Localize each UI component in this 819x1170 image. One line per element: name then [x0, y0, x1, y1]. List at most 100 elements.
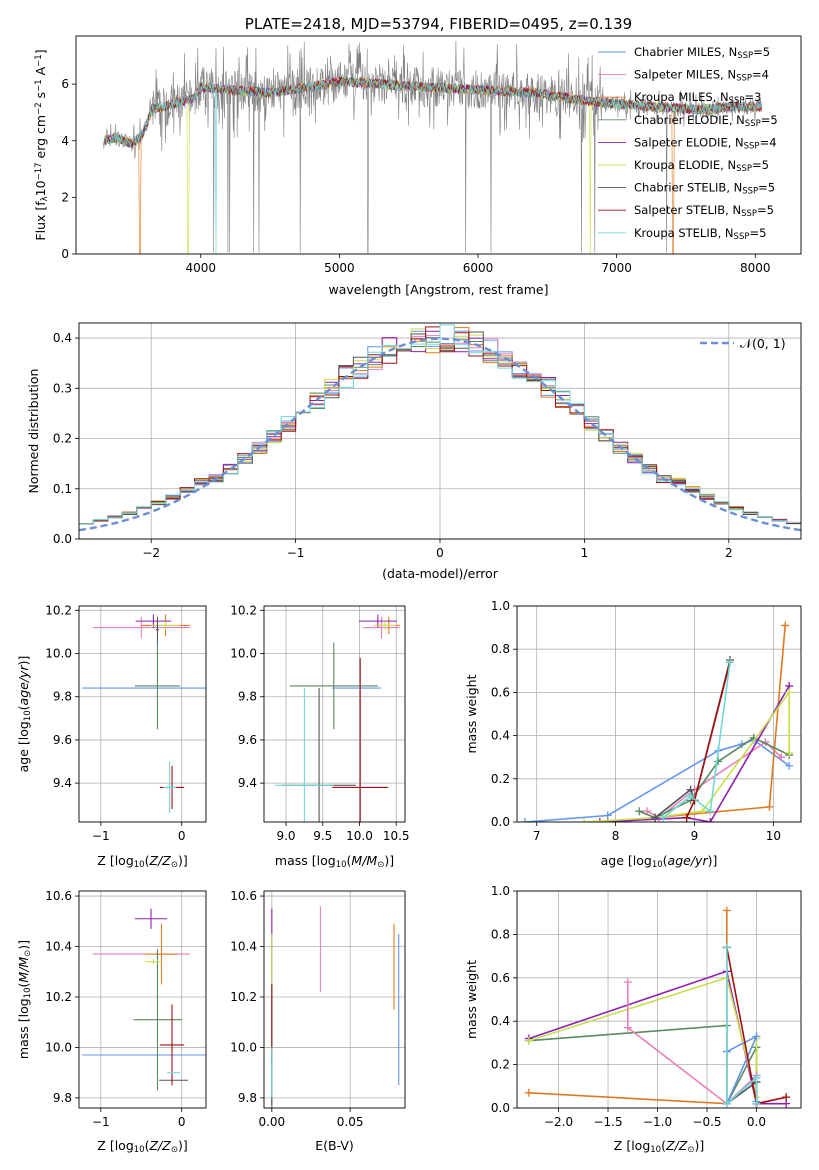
x-axis-label-part: ⊙ [171, 1145, 178, 1155]
y-tick-label: 6 [61, 77, 69, 91]
weight-marker [520, 818, 529, 822]
weight-marker [722, 906, 731, 915]
legend-entry-part: SSP [742, 187, 758, 197]
x-axis-label-part: Z [log [614, 1138, 650, 1153]
weight-marker [603, 818, 612, 822]
y-axis-label-part: M/M [16, 957, 31, 983]
legend-entry-part: Kroupa ELODIE, N [634, 158, 736, 172]
legend-entry-part: Kroupa STELIB, N [634, 226, 734, 240]
y-axis-label-part: −1 [34, 54, 44, 67]
x-axis-label-part: ⊙ [377, 860, 384, 870]
legend-entry-part: Salpeter ELODIE, N [634, 135, 744, 149]
x-axis-label-part: )] [384, 853, 394, 868]
y-tick-label: 10.4 [45, 940, 72, 954]
x-axis-label-part: )] [178, 853, 188, 868]
y-axis-label-part: λ [40, 196, 50, 201]
mass_vs_Z-frame [78, 890, 207, 1109]
y-tick-label: 0.1 [53, 482, 72, 496]
x-axis-label-part: 10 [134, 1145, 145, 1155]
y-axis-label-part: ⊙ [23, 950, 33, 957]
mass_vs_EBV-frame [263, 890, 406, 1109]
weight-marker [658, 813, 667, 822]
mass_vs_Z-axes: −1 0 9.8 10.0 10.2 10.4 10.6 [45, 889, 206, 1129]
y-axis-label-part: A [33, 66, 48, 79]
x-axis-label: age [log10(age/yr)] [601, 853, 718, 870]
x-axis-label-part: Z [log [97, 853, 133, 868]
x-axis-label-part: )] [708, 853, 718, 868]
y-axis-label-part: Flux [f [33, 201, 48, 241]
y-axis-label-part: s [33, 92, 48, 103]
y-tick-label: 10.0 [230, 1040, 257, 1054]
x-tick-label: 10.0 [346, 829, 373, 843]
x-axis-label-part: 10 [336, 860, 347, 870]
y-axis-label-part: 10 [23, 987, 33, 998]
histogram-plot [79, 324, 801, 532]
x-axis-label-part: age [log [601, 853, 652, 868]
legend-entry: Kroupa ELODIE, NSSP=5 [634, 158, 769, 174]
mass_vs_Z-plot [82, 908, 206, 1091]
y-tick-label: 10.0 [45, 647, 72, 661]
y-axis-label-part: ] [33, 49, 48, 54]
y-tick-label: 10.2 [230, 990, 257, 1004]
y-axis-label: mass [log10(M/M⊙)] [16, 940, 33, 1059]
y-axis-label-part: −17 [34, 162, 44, 180]
legend-entry-part: =5 [758, 181, 775, 195]
weight-marker [781, 621, 790, 630]
x-axis-label: mass [log10(M/M⊙)] [275, 853, 394, 870]
y-tick-label: 10.6 [230, 889, 257, 903]
weight-marker [698, 807, 707, 816]
weight-marker [706, 818, 715, 822]
legend-entry-part: SSP [737, 51, 753, 61]
x-axis-label: Z [log10(Z/Z⊙)] [97, 853, 187, 870]
age_vs_mass-axes: 9.0 9.5 10.0 10.5 9.4 9.6 9.8 10.0 10.2 [230, 603, 409, 843]
weight-marker [722, 1099, 731, 1108]
x-tick-label: −1 [92, 829, 110, 843]
x-axis-label-part: )] [178, 1138, 188, 1153]
weight-marker [635, 807, 644, 816]
legend-entry-part: =3 [744, 90, 761, 104]
age_vs_mass-frame [263, 605, 406, 823]
y-tick-label: 4 [61, 134, 69, 148]
x-axis-label: Z [log10(Z/Z⊙)] [97, 1138, 187, 1155]
x-axis-label-part: age/yr [668, 853, 709, 868]
weight-line [654, 659, 731, 819]
y-tick-label: 10.2 [45, 990, 72, 1004]
gaussian-curve [79, 337, 801, 532]
x-axis-label-part: ( [145, 1138, 150, 1153]
legend-entry: Kroupa MILES, NSSP=3 [634, 90, 761, 106]
legend-entry: Salpeter STELIB, NSSP=5 [634, 203, 774, 219]
spectrum-axes: 4000 5000 6000 7000 8000 0 2 4 6 [61, 77, 770, 275]
legend-entry-part: =5 [761, 113, 778, 127]
legend [598, 51, 626, 234]
age_vs_Z-axes: −1 0 9.4 9.6 9.8 10.0 10.2 [45, 603, 206, 843]
mass_weight_vs_age-axes: 7 8 9 10 0.0 0.2 0.4 0.6 0.8 1.0 [491, 599, 801, 843]
y-tick-label: 10.6 [45, 889, 72, 903]
weight-marker [765, 802, 774, 811]
x-tick-label: −0.5 [692, 1115, 721, 1129]
legend-entry-part: =4 [760, 135, 777, 149]
y-axis-label: mass weight [464, 674, 479, 753]
x-axis-label: E(B-V) [315, 1138, 354, 1153]
y-axis-label: Normed distribution [26, 369, 41, 494]
x-tick-label: −2.0 [544, 1115, 573, 1129]
weight-marker [752, 1032, 761, 1041]
x-tick-label: 0.05 [337, 1115, 364, 1129]
mass_weight_vs_Z-frame [516, 890, 802, 1109]
x-axis-label-part: ( [661, 1138, 666, 1153]
x-axis-label-part: ( [145, 853, 150, 868]
x-tick-label: 9 [691, 829, 699, 843]
residuals-axes: −2 −1 0 1 2 0.0 0.1 0.2 0.3 0.4 [53, 323, 801, 560]
y-axis-label-part: mass [log [16, 998, 31, 1059]
legend-entry-part: =5 [752, 158, 769, 172]
spectrum-model-line [103, 76, 762, 254]
y-tick-label: 0.2 [53, 432, 72, 446]
weight-marker [777, 753, 786, 762]
x-tick-label: −1.5 [593, 1115, 622, 1129]
legend-entry-part: =4 [752, 68, 769, 82]
mass_weight_vs_Z-plot [524, 906, 791, 1108]
y-axis-label-part: −1 [34, 79, 44, 92]
weight-marker [580, 818, 589, 822]
weight-marker [651, 813, 660, 822]
x-axis-label-part: ⊙ [687, 1145, 694, 1155]
legend-entry: 𝒩(0, 1) [740, 336, 786, 351]
